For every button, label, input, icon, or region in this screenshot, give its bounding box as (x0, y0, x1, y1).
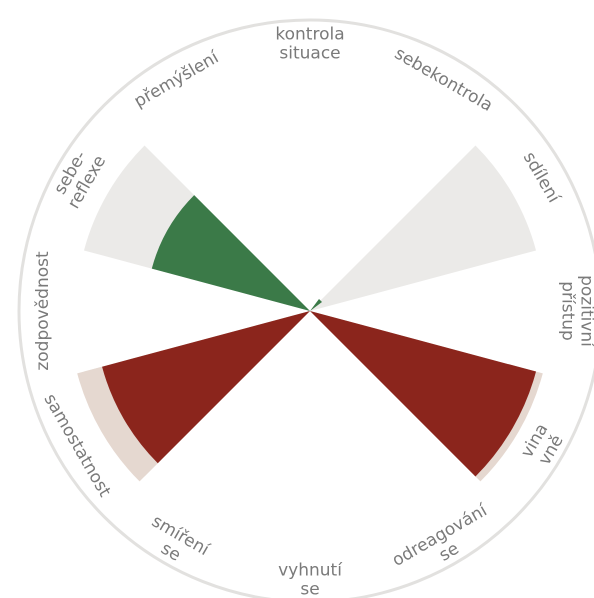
axis-label-line: přemýšlení (131, 47, 224, 112)
axis-label-line: pozitivní (577, 275, 594, 348)
axis-label-line: přístup (558, 281, 578, 341)
center-tick (310, 299, 322, 311)
axis-label-line: se (300, 580, 319, 598)
outer-ring (17, 18, 594, 598)
axis-label-line: sebekontrola (391, 44, 496, 116)
axis-label-sebe-reflexe: sebe-reflexe (50, 148, 110, 213)
axis-label-line: zodpovědnost (33, 251, 53, 371)
axis-label-line: vyhnutí (278, 561, 343, 581)
axis-label-sebekontrola: sebekontrola (391, 44, 496, 116)
axis-label-line: situace (279, 44, 340, 64)
sector-value-vina-vně (310, 311, 537, 477)
axis-label-přemýšlení: přemýšlení (131, 47, 224, 112)
sector-value-samostatnost (102, 311, 310, 464)
axis-label-line: odreagování (389, 500, 492, 571)
axis-label-line: kontrola (275, 25, 344, 45)
sector-value-sebe-reflexe (151, 195, 310, 311)
axis-label-zodpovědnost: zodpovědnost (33, 251, 53, 371)
sector-background-sdílení (310, 145, 537, 311)
